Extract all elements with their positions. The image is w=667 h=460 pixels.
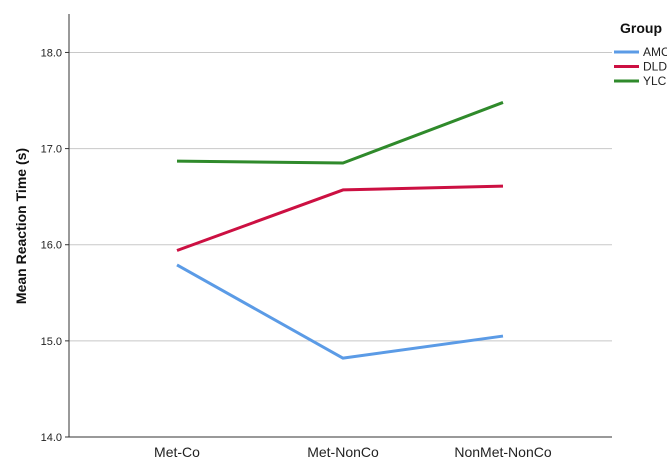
- x-tick-label: Met-NonCo: [307, 444, 379, 460]
- y-tick-label: 17.0: [41, 144, 62, 156]
- series-line-ylc: [176, 101, 504, 165]
- y-tick-label: 14.0: [41, 432, 62, 444]
- series-line-amc: [176, 263, 504, 360]
- y-tick-label: 18.0: [41, 47, 62, 59]
- y-axis-title: Mean Reaction Time (s): [13, 148, 29, 304]
- y-tick-label: 16.0: [41, 240, 62, 252]
- y-tick-label: 15.0: [41, 336, 62, 348]
- x-tick-labels: Met-Co Met-NonCo NonMet-NonCo: [154, 444, 552, 460]
- x-tick-label: NonMet-NonCo: [454, 444, 551, 460]
- legend-label: DLD: [643, 60, 667, 74]
- legend-label: YLC: [643, 74, 667, 88]
- series-lines: [176, 101, 504, 360]
- gridlines: [69, 51, 612, 342]
- axes: [68, 14, 612, 438]
- legend-label: AMC: [643, 45, 667, 59]
- x-tick-label: Met-Co: [154, 444, 200, 460]
- series-line-dld: [176, 184, 504, 252]
- legend-title: Group: [620, 20, 662, 36]
- y-tick-labels: 14.0 15.0 16.0 17.0 18.0: [41, 47, 69, 444]
